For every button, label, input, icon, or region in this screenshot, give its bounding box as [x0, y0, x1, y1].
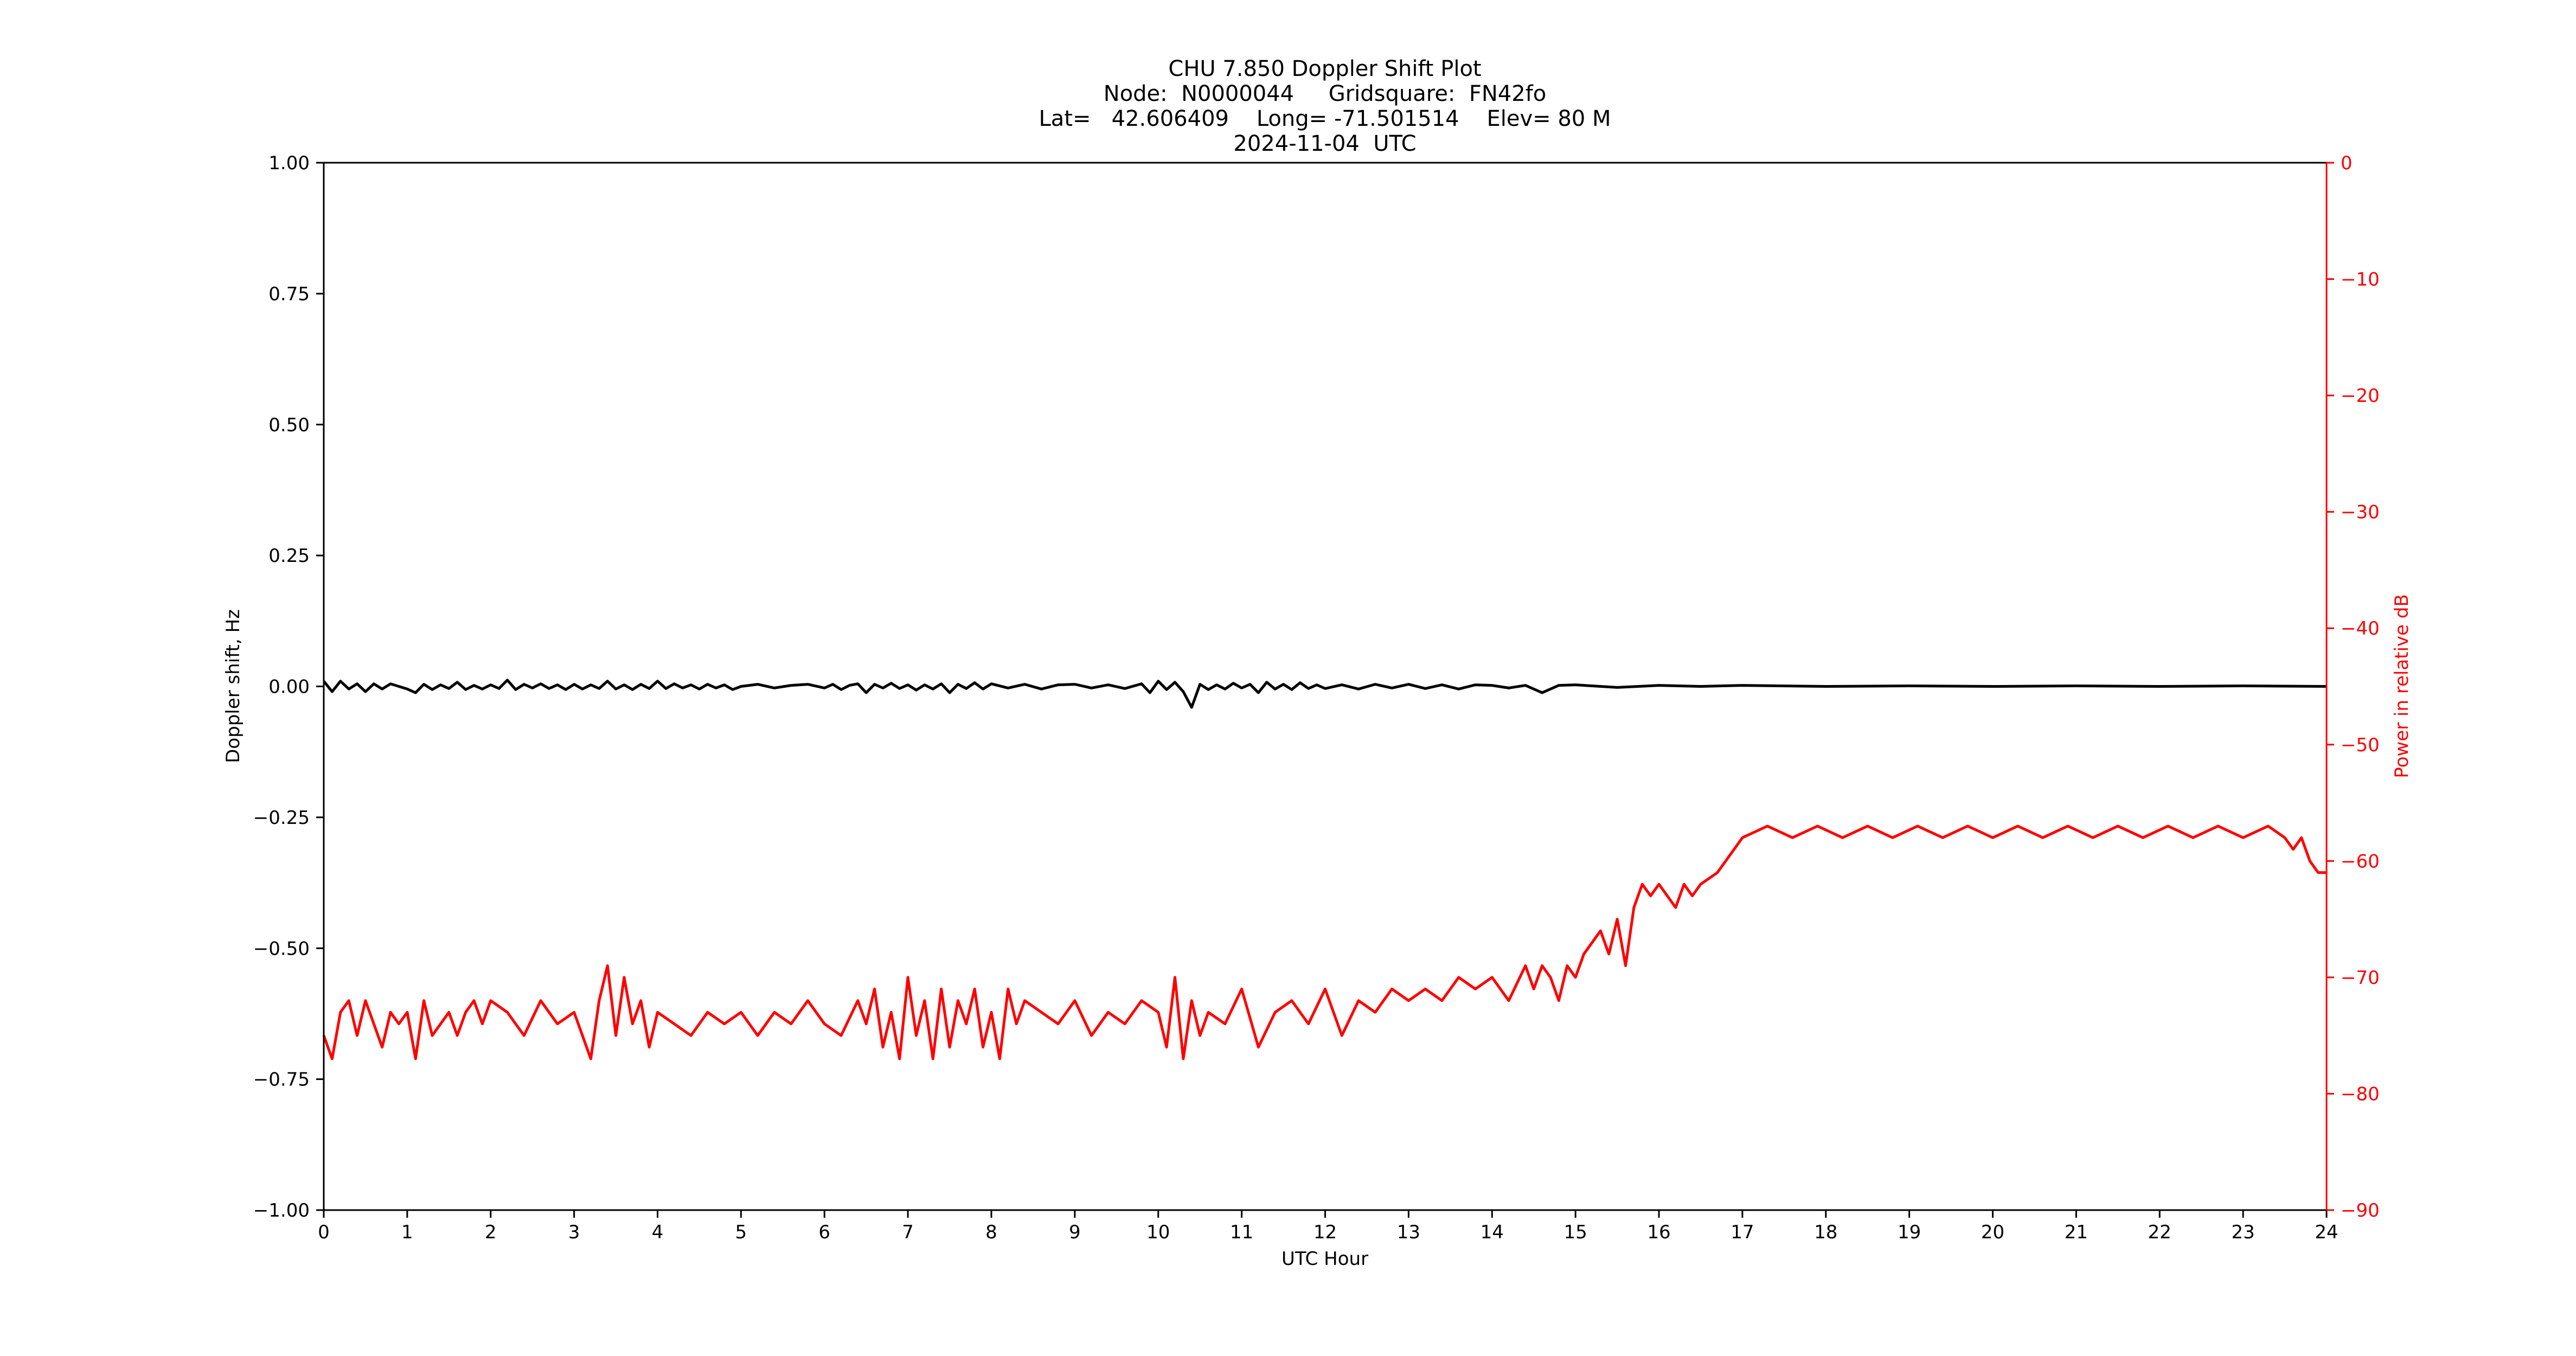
- x-tick-label: 21: [2065, 1221, 2088, 1243]
- y2-tick-label: −90: [2341, 1200, 2380, 1221]
- title-line-4: 2024-11-04 UTC: [1233, 131, 1416, 156]
- x-tick-label: 15: [1563, 1221, 1587, 1243]
- x-tick-label: 3: [568, 1221, 580, 1243]
- y-axis-right: −90 −80 −70 −60 −50 −40 −30 −20 −10 0: [2325, 152, 2380, 1221]
- x-tick-label: 18: [1814, 1221, 1837, 1243]
- y-tick-label: −0.25: [253, 807, 310, 829]
- x-axis: 0 1 2 3 4 5 6 7 8 9 10 11 12 13 14 15 16 17 18 19 20 21 22 23 24: [318, 1210, 2338, 1243]
- chart-title: CHU 7.850 Doppler Shift Plot Node: N0000…: [1039, 56, 1611, 156]
- y-tick-label: 1.00: [268, 152, 310, 174]
- y2-tick-label: −30: [2341, 502, 2380, 523]
- y-tick-label: 0.25: [268, 545, 310, 567]
- y-tick-label: 0.75: [268, 283, 310, 305]
- y2-tick-label: −70: [2341, 967, 2380, 989]
- title-line-3: Lat= 42.606409 Long= -71.501514 Elev= 80…: [1039, 106, 1611, 131]
- power-series-line: [322, 824, 2327, 1060]
- x-tick-label: 9: [1069, 1221, 1081, 1243]
- y2-tick-label: 0: [2341, 152, 2353, 174]
- y2-tick-label: −80: [2341, 1083, 2380, 1105]
- y-tick-label: 0.00: [268, 676, 310, 698]
- x-tick-label: 0: [318, 1221, 330, 1243]
- x-tick-label: 11: [1230, 1221, 1253, 1243]
- y2-tick-label: −50: [2341, 734, 2380, 756]
- series-layer: [322, 679, 2327, 1060]
- x-tick-label: 10: [1146, 1221, 1170, 1243]
- y2-tick-label: −20: [2341, 385, 2380, 407]
- title-line-1: CHU 7.850 Doppler Shift Plot: [1168, 56, 1481, 81]
- x-tick-label: 1: [401, 1221, 413, 1243]
- y2-tick-label: −60: [2341, 850, 2380, 872]
- x-tick-label: 13: [1397, 1221, 1420, 1243]
- x-tick-label: 5: [735, 1221, 747, 1243]
- y-tick-label: −0.50: [253, 938, 310, 960]
- x-tick-label: 20: [1981, 1221, 2004, 1243]
- x-tick-label: 6: [818, 1221, 830, 1243]
- y-tick-label: 0.50: [268, 414, 310, 436]
- y-tick-label: −0.75: [253, 1069, 310, 1091]
- x-tick-label: 22: [2148, 1221, 2171, 1243]
- doppler-series-line: [323, 679, 2327, 709]
- x-tick-label: 2: [485, 1221, 497, 1243]
- x-tick-label: 17: [1731, 1221, 1754, 1243]
- title-line-2: Node: N0000044 Gridsquare: FN42fo: [1104, 81, 1546, 106]
- y2-tick-label: −10: [2341, 269, 2380, 291]
- y-axis-left: −1.00 −0.75 −0.50 −0.25 0.00 0.25 0.50 0.75 1.00: [253, 152, 324, 1221]
- x-tick-label: 8: [985, 1221, 997, 1243]
- y2-tick-label: −40: [2341, 618, 2380, 639]
- x-tick-label: 19: [1898, 1221, 1921, 1243]
- y-axis-label: Doppler shift, Hz: [222, 609, 244, 763]
- y-tick-label: −1.00: [253, 1200, 310, 1221]
- x-tick-label: 14: [1481, 1221, 1504, 1243]
- x-tick-label: 23: [2231, 1221, 2254, 1243]
- x-tick-label: 24: [2315, 1221, 2338, 1243]
- x-tick-label: 16: [1647, 1221, 1670, 1243]
- x-tick-label: 4: [652, 1221, 664, 1243]
- x-tick-label: 7: [902, 1221, 914, 1243]
- x-tick-label: 12: [1313, 1221, 1337, 1243]
- y2-axis-label: Power in relative dB: [2391, 594, 2413, 778]
- x-axis-label: UTC Hour: [1281, 1248, 1368, 1270]
